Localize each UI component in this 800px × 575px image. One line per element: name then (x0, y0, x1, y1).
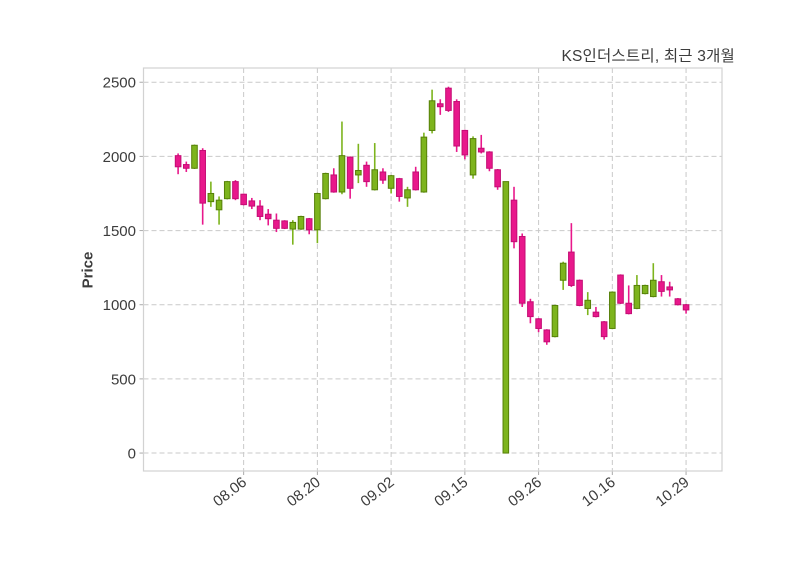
x-tick-label: 10.29 (652, 474, 692, 511)
chart-title: KS인더스트리, 최근 3개월 (561, 48, 735, 65)
candle-body-up (420, 136, 428, 193)
candle-body-down (625, 302, 633, 315)
candle-body-up (649, 279, 657, 298)
candle-body-down (600, 321, 608, 338)
candle-body-up (551, 304, 559, 338)
candle-body-down (436, 103, 444, 108)
candle-body-down (674, 298, 682, 306)
candle-body-down (396, 178, 403, 197)
candle-body-up (428, 100, 436, 131)
candle-body-down (256, 205, 264, 217)
x-tick-label: 08.06 (210, 474, 250, 511)
y-tick-label: 500 (111, 371, 136, 388)
candle-body-down (682, 304, 690, 311)
candle-body-down (527, 301, 534, 318)
candle-body-down (199, 149, 206, 204)
candle-body-down (592, 311, 600, 318)
y-tick-label: 0 (128, 446, 136, 463)
candle-body-down (264, 213, 272, 220)
x-tick-label: 09.02 (358, 474, 398, 511)
candle-body-down (576, 279, 583, 306)
candle-body-down (445, 87, 452, 111)
candle-body-down (543, 329, 551, 343)
candle-body-up (559, 262, 567, 281)
candle-body-down (273, 219, 280, 229)
candle-body-up (584, 299, 592, 309)
candle-body-down (281, 220, 288, 229)
candle-body-up (223, 181, 231, 200)
candle-body-down (486, 151, 493, 169)
candle-body-up (207, 192, 215, 203)
candle-body-up (355, 169, 362, 176)
candle-body-up (404, 189, 411, 199)
candle-body-down (518, 235, 526, 304)
candle-body-down (658, 281, 665, 292)
candle-body-up (314, 192, 321, 231)
candle-body-down (182, 164, 190, 169)
y-tick-label: 2000 (103, 149, 136, 166)
candle-body-down (363, 164, 370, 183)
candle-body-up (371, 169, 379, 191)
x-tick-label: 08.20 (284, 474, 324, 511)
candle-body-down (535, 318, 542, 329)
candle-body-up (641, 284, 649, 295)
candle-body-down (666, 286, 673, 291)
candle-body-up (469, 138, 477, 176)
y-tick-label: 1500 (103, 223, 136, 240)
candle-body-up (297, 215, 305, 230)
candle-body-down (412, 171, 419, 191)
candle-body-up (215, 199, 223, 211)
candle-body-down (568, 251, 575, 286)
candle-body-down (510, 199, 518, 243)
x-tick-label: 09.15 (431, 474, 471, 511)
x-tick-label: 09.26 (505, 474, 545, 511)
candle-body-up (338, 155, 346, 193)
candle-body-up (289, 221, 297, 230)
candle-body-up (633, 284, 641, 309)
candle-body-down (461, 129, 469, 156)
candle-body-up (609, 291, 616, 329)
candle-body-up (387, 175, 395, 189)
candle-body-up (502, 181, 510, 454)
candle-body-down (617, 274, 624, 304)
candle-body-down (477, 147, 485, 153)
candle-body-down (346, 156, 354, 189)
candle-body-down (240, 193, 247, 206)
candle-body-down (174, 155, 182, 168)
candle-body-down (248, 200, 256, 207)
x-tick-label: 10.16 (579, 474, 619, 511)
candle-body-down (232, 181, 239, 200)
candle-body-down (453, 101, 460, 147)
y-tick-label: 1000 (103, 297, 136, 314)
candle-body-down (330, 174, 338, 193)
plot-border (142, 67, 723, 472)
candle-body-up (322, 172, 329, 200)
candle-body-down (379, 171, 387, 181)
candle-body-down (305, 218, 313, 231)
y-tick-label: 2500 (103, 75, 136, 92)
candle-body-up (191, 144, 198, 169)
candle-body-down (494, 169, 501, 188)
